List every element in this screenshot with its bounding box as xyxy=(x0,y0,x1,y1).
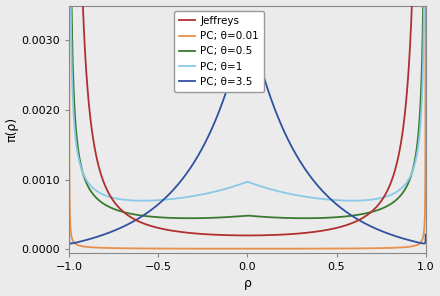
PC; θ=1 xyxy=(349,199,355,202)
Jeffreys xyxy=(203,232,208,236)
PC; θ=0.01 xyxy=(131,247,136,250)
Line: PC; θ=1: PC; θ=1 xyxy=(69,0,425,201)
PC; θ=0.5 xyxy=(131,213,136,216)
Legend: Jeffreys, PC; θ=0.01, PC; θ=0.5, PC; θ=1, PC; θ=3.5: Jeffreys, PC; θ=0.01, PC; θ=0.5, PC; θ=1… xyxy=(174,11,264,92)
PC; θ=3.5 xyxy=(245,11,250,15)
PC; θ=0.5 xyxy=(333,215,338,219)
PC; θ=0.01 xyxy=(359,247,365,250)
PC; θ=1 xyxy=(359,199,365,202)
Line: PC; θ=0.01: PC; θ=0.01 xyxy=(69,0,425,249)
Jeffreys xyxy=(245,234,250,237)
PC; θ=3.5 xyxy=(68,242,73,245)
PC; θ=0.01 xyxy=(333,247,338,250)
PC; θ=0.5 xyxy=(280,216,286,220)
Jeffreys xyxy=(280,233,286,236)
PC; θ=0.01 xyxy=(298,247,304,250)
PC; θ=1 xyxy=(131,199,136,202)
Jeffreys xyxy=(359,216,365,220)
PC; θ=1 xyxy=(203,192,208,196)
PC; θ=1 xyxy=(298,194,304,198)
PC; θ=3.5 xyxy=(360,220,365,224)
PC; θ=3.5 xyxy=(298,161,304,165)
PC; θ=1 xyxy=(280,191,286,194)
Y-axis label: π(ρ): π(ρ) xyxy=(6,117,18,142)
Line: Jeffreys: Jeffreys xyxy=(69,0,425,235)
PC; θ=0.5 xyxy=(298,216,304,220)
PC; θ=3.5 xyxy=(423,233,428,236)
PC; θ=0.01 xyxy=(280,247,286,250)
Jeffreys xyxy=(298,231,304,235)
Line: PC; θ=0.5: PC; θ=0.5 xyxy=(69,0,425,218)
Jeffreys xyxy=(131,217,136,221)
PC; θ=3.5 xyxy=(333,202,338,205)
Line: PC; θ=3.5: PC; θ=3.5 xyxy=(69,13,425,244)
PC; θ=3.5 xyxy=(131,219,136,223)
PC; θ=0.01 xyxy=(246,247,251,250)
PC; θ=0.5 xyxy=(187,216,193,220)
PC; θ=0.5 xyxy=(203,216,208,220)
PC; θ=0.01 xyxy=(203,247,208,250)
Jeffreys xyxy=(333,226,338,230)
PC; θ=3.5 xyxy=(203,140,208,144)
PC; θ=0.5 xyxy=(359,212,365,216)
PC; θ=3.5 xyxy=(280,127,286,131)
PC; θ=1 xyxy=(333,198,338,202)
PC; θ=3.5 xyxy=(66,233,72,236)
X-axis label: ρ: ρ xyxy=(243,277,251,290)
